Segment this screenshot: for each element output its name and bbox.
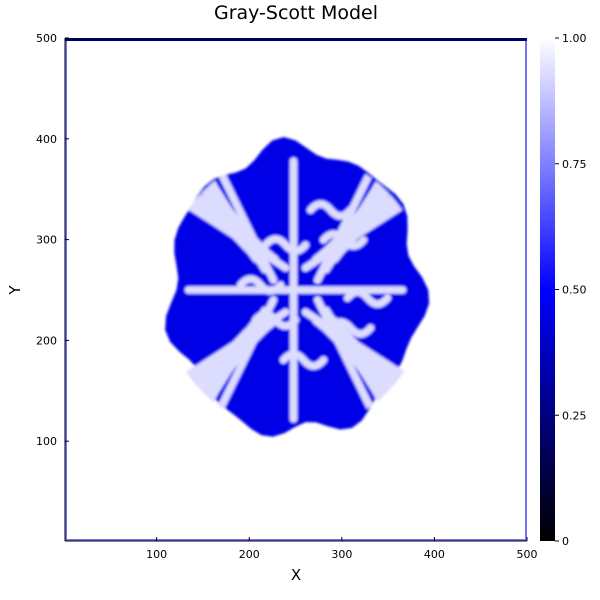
x-tick-label: 100	[146, 548, 167, 561]
y-tick-label: 300	[36, 234, 57, 247]
heatmap-plot-area	[64, 38, 527, 542]
y-axis-label: Y	[6, 285, 24, 296]
pattern-stripe	[306, 200, 355, 220]
pattern-stripe	[319, 230, 368, 250]
x-axis-label: X	[291, 566, 301, 584]
y-tick-label: 200	[36, 334, 57, 347]
x-tick-label: 300	[331, 548, 352, 561]
chart-title: Gray-Scott Model	[214, 2, 378, 24]
x-tick-label: 400	[424, 548, 445, 561]
pattern-stripe	[279, 350, 328, 370]
pattern-stripe	[326, 318, 375, 338]
colorbar-gradient	[540, 38, 555, 541]
colorbar-tick-label: 0.50	[562, 284, 587, 297]
x-tick-label: 500	[517, 548, 538, 561]
x-tick-label: 200	[239, 548, 260, 561]
colorbar-tick-label: 0	[562, 535, 569, 548]
colorbar-tick-label: 0.25	[562, 409, 587, 422]
pattern-stripe	[343, 288, 392, 308]
pattern-stripe	[261, 235, 310, 255]
y-tick-label: 100	[36, 435, 57, 448]
colorbar-ticks: 0 0.25 0.50 0.75 1.00	[555, 32, 587, 548]
pattern-stripe	[251, 310, 300, 330]
x-axis-ticks: 100 200 300 400 500	[146, 537, 538, 561]
pattern-stripe	[236, 275, 285, 295]
y-axis-ticks: 100 200 300 400 500	[36, 32, 69, 448]
y-tick-label: 400	[36, 133, 57, 146]
colorbar-tick-label: 0.75	[562, 158, 587, 171]
colorbar-tick-label: 1.00	[562, 32, 587, 45]
colorbar: 0 0.25 0.50 0.75 1.00	[540, 32, 587, 548]
y-tick-label: 500	[36, 32, 57, 45]
